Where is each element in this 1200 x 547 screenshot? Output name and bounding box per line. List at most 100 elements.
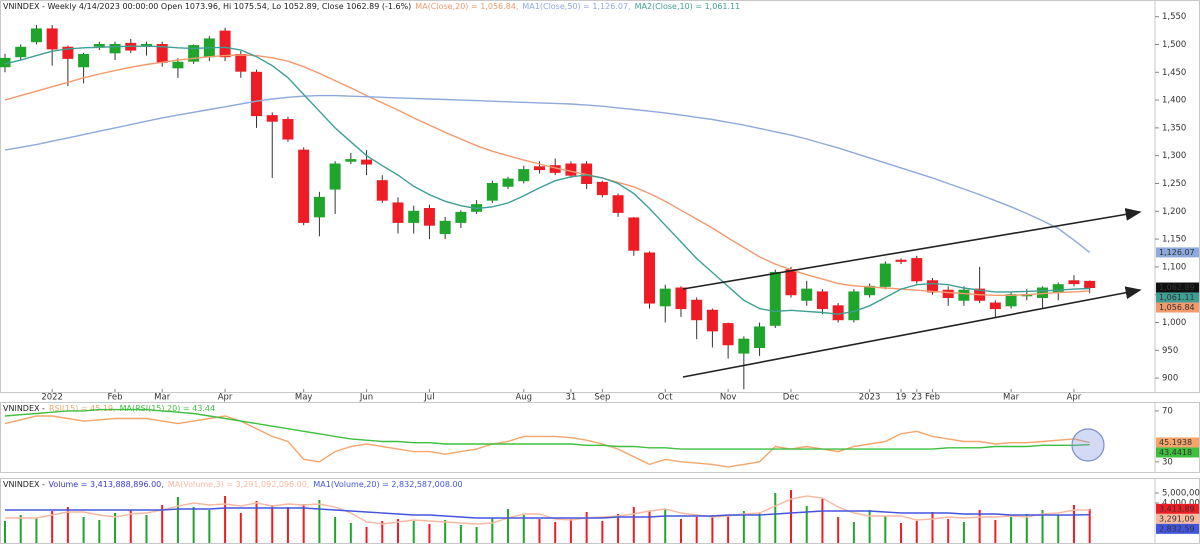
value-tag [1156,292,1199,303]
value-tag [1156,523,1199,534]
candle-body [266,115,278,122]
x-tick-label: May [295,393,313,403]
candle-body [895,259,907,262]
candle-body [78,53,90,68]
value-tag-label: 1,061.11 [1159,293,1195,302]
x-tick-label: Apr [218,393,233,403]
x-tick-label: 2023 [859,393,881,403]
value-tag [1156,503,1199,514]
value-tag [1156,247,1199,258]
x-tick-label: Dec [783,393,800,403]
line-series [5,495,1090,525]
y-tick-label: 1,300 [1162,151,1186,161]
line-series [4,94,1091,253]
x-tick-label: Apr [1067,393,1082,403]
y-tick-label: 950 [1162,346,1178,356]
x-tick-label: Jul [423,393,434,403]
candle-body [392,202,404,223]
candle-body [612,195,624,213]
line-series [5,507,1090,519]
candle-body [848,291,860,321]
legend-entry: MA(Volume,3) = 3,291,092,096.00, [168,480,310,489]
y-tick-label: 1,350 [1162,123,1186,133]
candle-body [754,326,766,349]
y-tick-label: 5,000,00 [1162,489,1200,499]
candle-body [30,28,42,43]
value-tag [1156,447,1199,458]
candle-body [675,287,687,310]
candle-body [298,149,310,223]
x-tick-label: Feb [925,393,940,403]
candle-body [313,196,325,218]
y-tick-label: 1,000 [1162,318,1186,328]
candle-body [659,288,671,307]
header-title: VNINDEX - [3,404,45,413]
x-tick-label: 2022 [41,393,63,403]
candle-body [408,210,420,223]
y-tick-label: 1,500 [1162,40,1186,50]
candle-body [832,305,844,321]
candle-body [486,182,498,201]
candle-body [361,159,373,165]
value-tag-label: 3,413,89 [1159,504,1195,513]
x-tick-label: Feb [108,393,123,403]
value-tag-label: 1,056.84 [1159,303,1195,312]
candle-body [235,53,247,72]
panel-header: VNINDEX - Volume = 3,413,888,896.00, MA(Vo… [3,480,463,489]
x-tick-label: Oct [658,393,673,403]
candle-body [722,323,734,346]
value-tag [1156,302,1199,313]
value-tag [1156,282,1199,293]
candle-body [1005,294,1017,307]
candle-body [93,43,105,47]
x-tick-label: Aug [515,393,532,403]
x-tick-label: 23 [911,393,922,403]
value-tag-label: 3,291,09 [1159,514,1195,523]
value-tag-label: 2,832,59 [1159,524,1195,533]
x-tick-label: Jun [359,393,373,403]
legend-entry: MA(RSI(15),20) = 43.44 [120,404,215,413]
candle-body [691,299,703,321]
candle-body [769,271,781,326]
legend-entry: MA(Close,20) = 1,056.84, [415,2,518,11]
header-item: Volume = 3,413,888,896.00, [48,480,163,489]
y-tick-label: 1,450 [1162,68,1186,78]
legend-entry: MA1(Close,50) = 1,126.07, [522,2,630,11]
candle-body [518,169,530,182]
candle-body [942,289,954,298]
candle-body [533,166,545,171]
y-tick-label: 1,200 [1162,207,1186,217]
highlight-circle [1071,428,1105,462]
candle-body [15,46,27,58]
candle-body [785,269,797,296]
candle-body [455,211,467,223]
candle-body [62,46,74,59]
x-tick-label: 19 [896,393,907,403]
candle-body [502,178,514,187]
legend-entry: RSI(15) = 45.19, [49,404,116,413]
line-series [4,408,1090,450]
candle-body [816,291,828,310]
header-title: VNINDEX - Weekly 4/14/2023 00:00:00 Open… [3,2,411,11]
candle-body [282,119,294,140]
candle-body [345,159,357,162]
candle-body [423,208,435,226]
candle-body [565,163,577,176]
candle-body [706,309,718,332]
legend-entry: MA1(Volume,20) = 2,832,587,008.00 [313,480,462,489]
trend-line [682,286,1142,378]
x-tick-label: Mar [1003,393,1020,403]
y-tick-label: 30 [1162,457,1173,467]
value-tag-label: 45.1938 [1159,438,1192,447]
x-tick-label: Mar [154,393,171,403]
line-series [4,415,1090,468]
y-tick-label: 900 [1162,374,1178,384]
candle-body [644,252,656,304]
candle-body [219,30,231,58]
legend-entry: MA2(Close,10) = 1,061.11 [635,2,741,11]
candle-body [738,338,750,354]
candle-body [801,288,813,301]
